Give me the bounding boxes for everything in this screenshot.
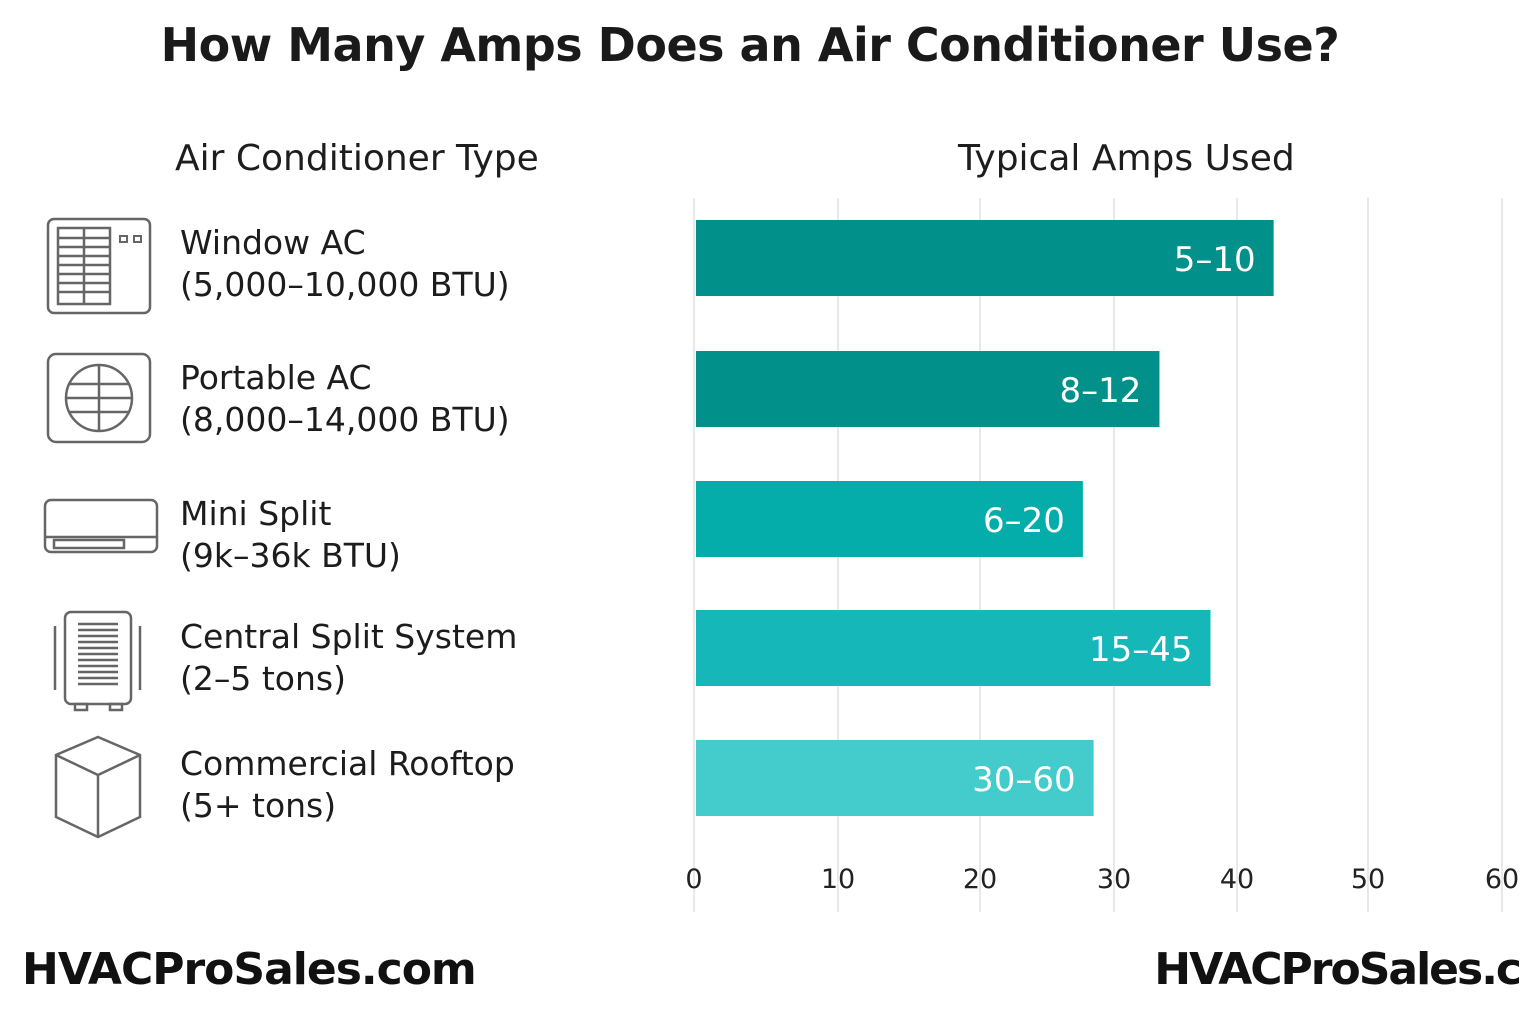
mini-split-icon [40, 485, 162, 595]
bar-value-label: 30–60 [972, 760, 1076, 800]
x-tick-label: 40 [1220, 864, 1254, 895]
ac-type-label: Commercial Rooftop (5+ tons) [180, 744, 515, 825]
bar [696, 351, 1160, 427]
bar [696, 481, 1083, 557]
x-tick-label: 60 [1485, 864, 1519, 895]
ac-type-label: Mini Split (9k–36k BTU) [180, 494, 401, 575]
ac-type-label: Window AC (5,000–10,000 BTU) [180, 223, 510, 304]
x-tick-label: 0 [685, 864, 702, 895]
ac-type-row: Commercial Rooftop (5+ tons) [40, 735, 660, 845]
ac-type-row: Central Split System (2–5 tons) [40, 608, 660, 718]
ac-type-label: Central Split System (2–5 tons) [180, 617, 518, 698]
x-tick-label: 50 [1351, 864, 1385, 895]
bar [696, 740, 1094, 816]
brand-logo-left[interactable]: HVACProSales.com [22, 944, 477, 995]
brand-logo-right[interactable]: HVACProSales.c [1154, 944, 1522, 995]
x-tick-label: 20 [963, 864, 997, 895]
ac-type-label: Portable AC (8,000–14,000 BTU) [180, 358, 510, 439]
ac-type-row: Window AC (5,000–10,000 BTU) [40, 214, 660, 324]
rooftop-unit-icon [40, 735, 162, 845]
bar [696, 610, 1211, 686]
portable-ac-icon [40, 349, 162, 459]
ac-type-row: Mini Split (9k–36k BTU) [40, 485, 660, 595]
ac-type-row: Portable AC (8,000–14,000 BTU) [40, 349, 660, 459]
central-split-icon [40, 608, 162, 718]
amps-column-header: Typical Amps Used [958, 138, 1295, 179]
window-ac-icon [40, 214, 162, 324]
x-tick-label: 10 [821, 864, 855, 895]
type-column-header: Air Conditioner Type [175, 138, 539, 179]
bar-value-label: 5–10 [1174, 240, 1256, 280]
bar-value-label: 6–20 [983, 501, 1065, 541]
bar [696, 220, 1274, 296]
bar-value-label: 8–12 [1060, 371, 1142, 411]
x-tick-label: 30 [1097, 864, 1131, 895]
chart-title: How Many Amps Does an Air Conditioner Us… [160, 18, 1340, 72]
bar-value-label: 15–45 [1089, 630, 1193, 670]
